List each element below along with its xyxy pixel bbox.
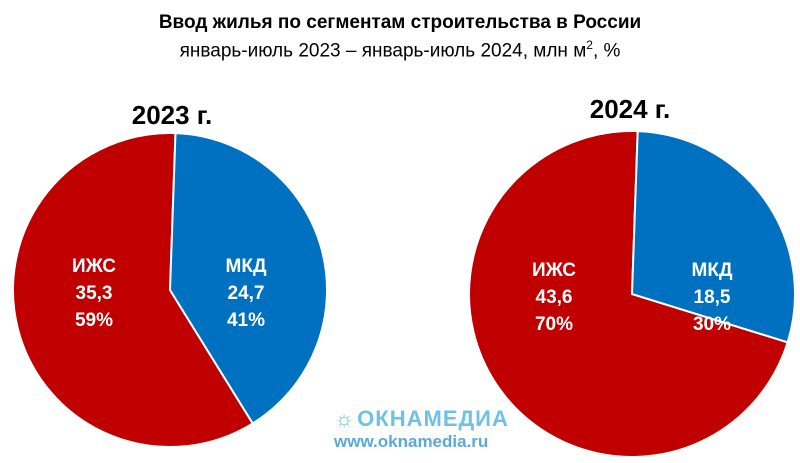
sun-icon: ☼ xyxy=(334,406,356,431)
pie-title-0: 2023 г. xyxy=(132,100,213,130)
slice-label-value-1-0: 43,6 xyxy=(536,287,573,308)
slice-label-value-0-0: 35,3 xyxy=(76,283,113,304)
pie-slice-izhs-0 xyxy=(12,132,255,448)
pie-slice-mkd-0 xyxy=(168,132,328,425)
slice-label-value-1-1: 18,5 xyxy=(694,287,731,308)
watermark-url: www.oknamedia.ru xyxy=(334,432,489,451)
slice-label-name-1-1: МКД xyxy=(692,260,733,281)
slice-label-percent-0-1: 41% xyxy=(227,310,265,331)
watermark-logo: ☼ОКНАМЕДИА xyxy=(334,406,509,431)
pie-title-1: 2024 г. xyxy=(590,94,671,124)
slice-label-name-0-0: ИЖС xyxy=(72,256,116,277)
slice-label-percent-0-0: 59% xyxy=(75,310,113,331)
slice-label-name-0-1: МКД xyxy=(226,256,267,277)
pie-slice-mkd-1 xyxy=(630,130,796,344)
chart-title: Ввод жилья по сегментам строительства в … xyxy=(158,12,642,33)
slice-label-percent-1-1: 30% xyxy=(693,314,731,335)
slice-label-value-0-1: 24,7 xyxy=(228,283,265,304)
slice-label-percent-1-0: 70% xyxy=(535,314,573,335)
chart-subtitle: январь-июль 2023 – январь-июль 2024, млн… xyxy=(179,38,621,62)
slice-label-name-1-0: ИЖС xyxy=(532,260,576,281)
pie-slice-izhs-1 xyxy=(468,130,789,458)
